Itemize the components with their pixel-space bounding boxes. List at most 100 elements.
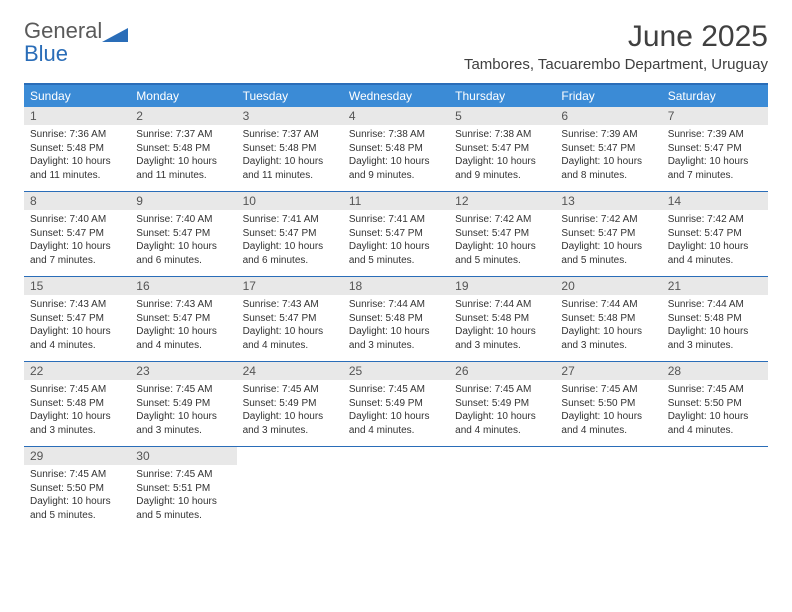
sunset-line: Sunset: 5:47 PM — [30, 227, 124, 241]
day-cell: 14Sunrise: 7:42 AMSunset: 5:47 PMDayligh… — [662, 192, 768, 276]
sunset-value: 5:47 PM — [173, 228, 210, 239]
day-body: Sunrise: 7:45 AMSunset: 5:49 PMDaylight:… — [343, 380, 449, 437]
sunset-value: 5:47 PM — [279, 228, 316, 239]
daylight-label: Daylight: — [455, 156, 497, 167]
sunset-value: 5:47 PM — [598, 143, 635, 154]
sunrise-label: Sunrise: — [668, 129, 707, 140]
sunrise-label: Sunrise: — [243, 384, 282, 395]
daylight-line: Daylight: 10 hours and 5 minutes. — [30, 495, 124, 522]
day-number: 14 — [662, 192, 768, 210]
sunrise-label: Sunrise: — [668, 384, 707, 395]
sunset-label: Sunset: — [243, 313, 280, 324]
sunrise-line: Sunrise: 7:43 AM — [30, 298, 124, 312]
sunrise-label: Sunrise: — [455, 129, 494, 140]
sunset-line: Sunset: 5:49 PM — [136, 397, 230, 411]
sunrise-label: Sunrise: — [136, 384, 175, 395]
daylight-label: Daylight: — [561, 241, 603, 252]
sunrise-value: 7:45 AM — [282, 384, 319, 395]
day-body: Sunrise: 7:44 AMSunset: 5:48 PMDaylight:… — [662, 295, 768, 352]
day-cell: . — [343, 447, 449, 531]
logo-triangle-icon — [102, 26, 128, 42]
sunset-label: Sunset: — [561, 228, 598, 239]
sunrise-line: Sunrise: 7:45 AM — [668, 383, 762, 397]
sunset-label: Sunset: — [136, 143, 173, 154]
sunset-line: Sunset: 5:51 PM — [136, 482, 230, 496]
sunrise-value: 7:45 AM — [601, 384, 638, 395]
sunset-label: Sunset: — [243, 143, 280, 154]
daylight-label: Daylight: — [243, 411, 285, 422]
sunrise-line: Sunrise: 7:44 AM — [349, 298, 443, 312]
title-block: June 2025 Tambores, Tacuarembo Departmen… — [464, 20, 768, 73]
sunrise-line: Sunrise: 7:38 AM — [349, 128, 443, 142]
sunset-line: Sunset: 5:47 PM — [136, 227, 230, 241]
day-number: 7 — [662, 107, 768, 125]
sunset-label: Sunset: — [561, 313, 598, 324]
daylight-line: Daylight: 10 hours and 3 minutes. — [243, 410, 337, 437]
sunrise-value: 7:37 AM — [282, 129, 319, 140]
sunset-label: Sunset: — [561, 143, 598, 154]
sunrise-line: Sunrise: 7:45 AM — [561, 383, 655, 397]
day-number: 26 — [449, 362, 555, 380]
day-body: Sunrise: 7:41 AMSunset: 5:47 PMDaylight:… — [237, 210, 343, 267]
sunrise-value: 7:41 AM — [388, 214, 425, 225]
sunrise-line: Sunrise: 7:41 AM — [349, 213, 443, 227]
sunset-value: 5:47 PM — [492, 228, 529, 239]
day-cell: 2Sunrise: 7:37 AMSunset: 5:48 PMDaylight… — [130, 107, 236, 191]
sunrise-line: Sunrise: 7:40 AM — [30, 213, 124, 227]
sunrise-value: 7:42 AM — [707, 214, 744, 225]
sunrise-line: Sunrise: 7:42 AM — [668, 213, 762, 227]
sunset-value: 5:47 PM — [67, 313, 104, 324]
day-cell: 20Sunrise: 7:44 AMSunset: 5:48 PMDayligh… — [555, 277, 661, 361]
sunset-value: 5:49 PM — [173, 398, 210, 409]
sunset-line: Sunset: 5:49 PM — [349, 397, 443, 411]
day-cell: 8Sunrise: 7:40 AMSunset: 5:47 PMDaylight… — [24, 192, 130, 276]
sunrise-value: 7:43 AM — [176, 299, 213, 310]
daylight-label: Daylight: — [243, 241, 285, 252]
daylight-line: Daylight: 10 hours and 11 minutes. — [136, 155, 230, 182]
day-cell: . — [237, 447, 343, 531]
weekday-header: Wednesday — [343, 85, 449, 107]
day-body: Sunrise: 7:44 AMSunset: 5:48 PMDaylight:… — [343, 295, 449, 352]
day-number: 8 — [24, 192, 130, 210]
day-body: Sunrise: 7:43 AMSunset: 5:47 PMDaylight:… — [130, 295, 236, 352]
sunset-value: 5:48 PM — [598, 313, 635, 324]
daylight-line: Daylight: 10 hours and 8 minutes. — [561, 155, 655, 182]
sunrise-label: Sunrise: — [455, 384, 494, 395]
day-number: 13 — [555, 192, 661, 210]
day-cell: 26Sunrise: 7:45 AMSunset: 5:49 PMDayligh… — [449, 362, 555, 446]
day-number: 25 — [343, 362, 449, 380]
sunrise-label: Sunrise: — [349, 384, 388, 395]
day-body: Sunrise: 7:45 AMSunset: 5:50 PMDaylight:… — [555, 380, 661, 437]
sunset-line: Sunset: 5:47 PM — [668, 142, 762, 156]
sunrise-value: 7:45 AM — [176, 384, 213, 395]
day-body: Sunrise: 7:45 AMSunset: 5:49 PMDaylight:… — [130, 380, 236, 437]
daylight-label: Daylight: — [561, 156, 603, 167]
day-number: 29 — [24, 447, 130, 465]
day-cell: 22Sunrise: 7:45 AMSunset: 5:48 PMDayligh… — [24, 362, 130, 446]
sunrise-label: Sunrise: — [136, 469, 175, 480]
sunset-line: Sunset: 5:48 PM — [668, 312, 762, 326]
sunset-label: Sunset: — [136, 313, 173, 324]
sunset-line: Sunset: 5:47 PM — [243, 312, 337, 326]
daylight-line: Daylight: 10 hours and 7 minutes. — [668, 155, 762, 182]
sunrise-value: 7:45 AM — [388, 384, 425, 395]
daylight-label: Daylight: — [136, 496, 178, 507]
day-number: 2 — [130, 107, 236, 125]
sunrise-value: 7:39 AM — [601, 129, 638, 140]
sunset-line: Sunset: 5:47 PM — [455, 142, 549, 156]
day-body: Sunrise: 7:38 AMSunset: 5:48 PMDaylight:… — [343, 125, 449, 182]
sunrise-label: Sunrise: — [349, 129, 388, 140]
sunset-line: Sunset: 5:49 PM — [243, 397, 337, 411]
day-number: 5 — [449, 107, 555, 125]
day-cell: . — [449, 447, 555, 531]
daylight-line: Daylight: 10 hours and 5 minutes. — [136, 495, 230, 522]
sunset-label: Sunset: — [243, 228, 280, 239]
day-cell: 11Sunrise: 7:41 AMSunset: 5:47 PMDayligh… — [343, 192, 449, 276]
sunrise-line: Sunrise: 7:45 AM — [243, 383, 337, 397]
sunset-value: 5:48 PM — [704, 313, 741, 324]
day-cell: 21Sunrise: 7:44 AMSunset: 5:48 PMDayligh… — [662, 277, 768, 361]
sunset-label: Sunset: — [30, 398, 67, 409]
location-text: Tambores, Tacuarembo Department, Uruguay — [464, 56, 768, 73]
day-body: Sunrise: 7:45 AMSunset: 5:49 PMDaylight:… — [449, 380, 555, 437]
sunset-label: Sunset: — [30, 228, 67, 239]
